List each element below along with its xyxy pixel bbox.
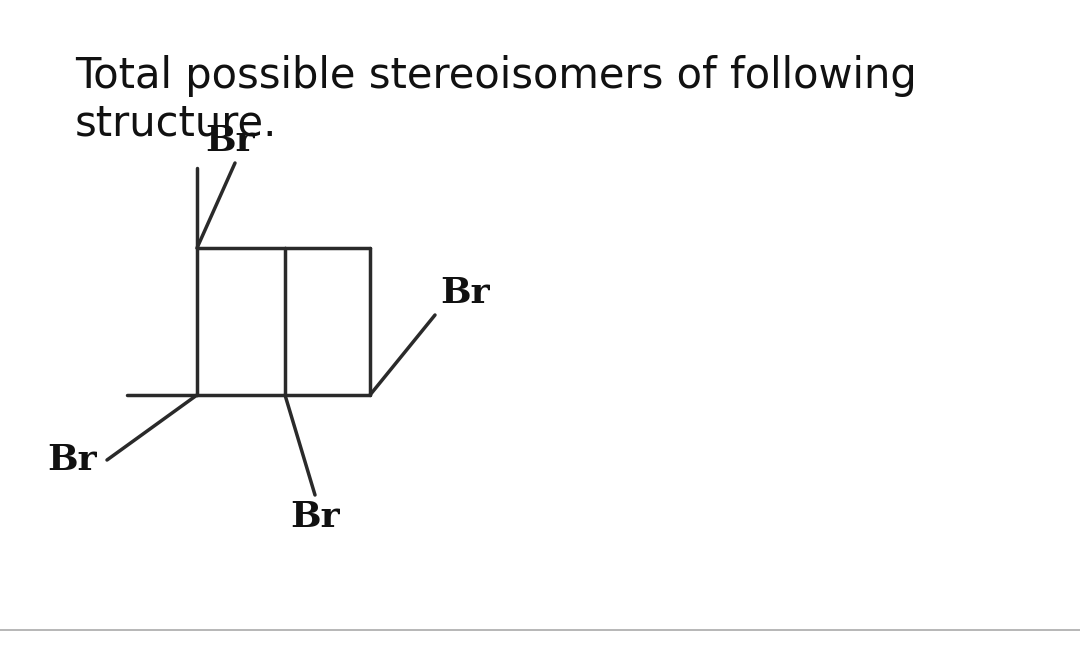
Text: structure.: structure. bbox=[75, 103, 278, 145]
Text: Br: Br bbox=[48, 443, 97, 477]
Text: Br: Br bbox=[291, 500, 340, 534]
Text: Br: Br bbox=[205, 124, 255, 158]
Text: Br: Br bbox=[440, 276, 489, 310]
Text: Total possible stereoisomers of following: Total possible stereoisomers of followin… bbox=[75, 55, 917, 97]
